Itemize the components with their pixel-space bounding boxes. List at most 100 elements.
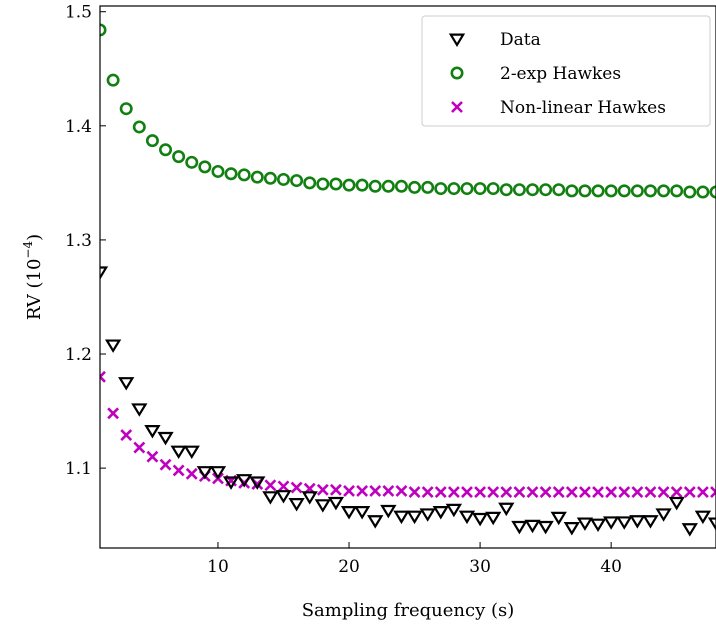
point-non-linear-hawkes-43 [644,486,657,499]
point-2-exp-hawkes-18 [316,177,330,191]
point-2-exp-hawkes-43 [643,184,657,198]
point-non-linear-hawkes-26 [421,486,434,499]
point-data-34 [524,519,541,534]
point-2-exp-hawkes-48 [709,185,716,199]
point-data-40 [602,516,620,530]
point-non-linear-hawkes-45 [670,486,683,499]
y-tick-label-1.3: 1.3 [65,231,92,251]
point-2-exp-hawkes-17 [303,176,317,190]
point-non-linear-hawkes-1 [100,370,106,383]
point-non-linear-hawkes-40 [605,486,618,499]
series-data [100,266,716,537]
axis-ticks: 10 20 30 40 1.1 1.2 1.3 1.4 1.5 [65,3,622,577]
point-data-43 [642,515,659,529]
point-data-47 [694,510,712,525]
point-2-exp-hawkes-24 [394,179,408,193]
point-non-linear-hawkes-46 [683,486,696,499]
point-2-exp-hawkes-41 [617,184,631,198]
point-data-19 [327,496,345,511]
point-non-linear-hawkes-32 [500,486,513,499]
point-non-linear-hawkes-38 [579,486,591,499]
point-non-linear-hawkes-44 [657,486,670,499]
point-2-exp-hawkes-9 [198,160,212,174]
point-non-linear-hawkes-48 [710,486,716,499]
point-non-linear-hawkes-16 [290,481,303,494]
y-axis-label-main: RV (10 [24,259,45,321]
plot-frame [99,5,716,549]
y-tick-label-1.4: 1.4 [65,117,92,137]
point-data-27 [432,506,449,520]
plot-marks [100,23,716,537]
point-2-exp-hawkes-15 [276,172,290,186]
legend-label-2-exp-hawkes: 2-exp Hawkes [500,64,621,84]
point-non-linear-hawkes-14 [264,479,277,492]
point-2-exp-hawkes-6 [159,143,173,157]
point-data-30 [471,512,489,527]
point-data-28 [445,503,463,518]
point-non-linear-hawkes-2 [107,407,120,420]
point-2-exp-hawkes-33 [512,183,526,197]
point-2-exp-hawkes-25 [408,180,422,194]
point-non-linear-hawkes-8 [185,467,198,480]
legend-box [421,15,711,127]
point-2-exp-hawkes-40 [604,184,618,198]
point-2-exp-hawkes-20 [342,178,356,192]
point-data-31 [485,511,502,526]
point-data-22 [367,515,384,529]
point-non-linear-hawkes-30 [474,486,487,499]
point-2-exp-hawkes-3 [119,102,133,116]
point-non-linear-hawkes-35 [539,486,552,499]
x-tick-label-20: 20 [338,557,360,577]
point-data-20 [340,506,358,520]
point-2-exp-hawkes-46 [683,185,697,199]
point-data-15 [275,490,292,504]
point-data-4 [131,403,148,417]
point-2-exp-hawkes-4 [132,120,146,134]
legend-marker-non-linear-hawkes [451,101,463,113]
point-non-linear-hawkes-31 [487,486,500,499]
point-non-linear-hawkes-27 [434,486,447,499]
x-tick-label-30: 30 [469,557,491,577]
y-axis-label-close: ) [24,234,45,241]
y-axis-label: RV (10−4) [21,234,45,320]
point-2-exp-hawkes-32 [499,183,513,197]
point-data-35 [537,520,554,535]
point-data-9 [196,466,214,480]
point-data-2 [104,339,122,353]
point-non-linear-hawkes-5 [146,450,159,463]
point-data-48 [707,517,716,531]
point-non-linear-hawkes-36 [552,486,565,499]
point-2-exp-hawkes-30 [473,182,487,196]
point-data-38 [576,517,594,531]
point-2-exp-hawkes-14 [263,171,277,185]
point-non-linear-hawkes-3 [120,429,133,441]
point-non-linear-hawkes-47 [696,486,709,499]
point-non-linear-hawkes-33 [513,486,526,499]
point-non-linear-hawkes-42 [631,486,644,499]
series-non-linear-hawkes [100,370,716,499]
y-tick-label-1.5: 1.5 [65,3,92,23]
point-data-29 [458,510,476,525]
point-data-39 [589,518,607,533]
point-non-linear-hawkes-22 [369,485,382,497]
point-data-32 [498,502,515,517]
point-data-23 [380,504,397,519]
point-2-exp-hawkes-22 [368,179,382,193]
y-tick-label-1.1: 1.1 [65,459,92,479]
point-data-42 [629,515,646,529]
point-non-linear-hawkes-19 [329,483,342,496]
point-2-exp-hawkes-7 [172,150,186,164]
point-non-linear-hawkes-4 [133,441,146,454]
point-2-exp-hawkes-19 [329,177,343,191]
point-2-exp-hawkes-45 [670,184,684,198]
point-non-linear-hawkes-34 [526,486,539,499]
point-2-exp-hawkes-27 [434,182,448,196]
point-data-46 [681,523,698,537]
point-data-8 [183,445,200,460]
point-data-3 [118,377,135,391]
point-data-11 [222,476,240,490]
point-non-linear-hawkes-23 [382,485,395,497]
point-2-exp-hawkes-21 [355,178,369,192]
plot-area [100,23,716,537]
point-2-exp-hawkes-11 [224,167,238,181]
